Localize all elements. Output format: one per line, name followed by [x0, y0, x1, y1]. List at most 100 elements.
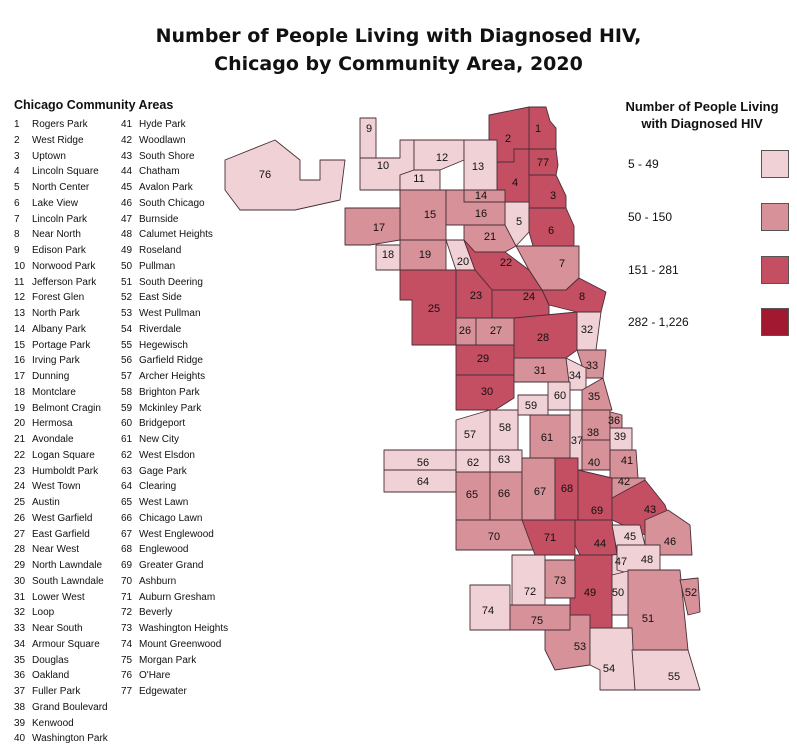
area-list-item: 49 Roseland: [121, 245, 228, 261]
area-number-label: 54: [603, 663, 615, 675]
area-list-item: 38 Grand Boulevard: [14, 702, 108, 718]
area-list-item: 9 Edison Park: [14, 245, 108, 261]
area-name: Englewood: [139, 544, 189, 556]
area-number: 27: [14, 528, 26, 540]
area-number: 1: [14, 119, 20, 130]
area-number: 72: [121, 607, 133, 619]
area-list-item: 17 Dunning: [14, 371, 108, 387]
area-name: Chicago Lawn: [139, 512, 203, 524]
community-area-54: [589, 627, 636, 691]
area-number: 7: [14, 213, 20, 225]
area-name: O'Hare: [139, 670, 171, 682]
area-name: Archer Heights: [139, 371, 206, 382]
area-number-label: 25: [428, 303, 440, 315]
area-number: 23: [14, 465, 26, 477]
area-number: 20: [14, 418, 26, 430]
area-list-item: 4 Lincoln Square: [14, 166, 108, 182]
area-list-item: 21 Avondale: [14, 434, 108, 450]
community-area-76: [224, 139, 346, 211]
area-number-label: 61: [541, 432, 553, 444]
area-list-item: 3 Uptown: [14, 151, 108, 167]
area-number-label: 43: [644, 504, 656, 516]
area-number: 77: [121, 686, 133, 697]
area-number: 51: [121, 276, 133, 288]
area-name: Grand Boulevard: [32, 701, 108, 713]
area-name: Mckinley Park: [139, 402, 202, 414]
area-name: Douglas: [32, 654, 69, 666]
area-number-label: 2: [505, 133, 511, 145]
area-list-item: 5 North Center: [14, 182, 108, 198]
area-list-item: 24 West Town: [14, 481, 108, 497]
area-name: Montclare: [32, 386, 76, 398]
area-number: 49: [121, 245, 133, 256]
area-list-item: 40 Washington Park: [14, 733, 108, 749]
area-number: 53: [121, 308, 133, 319]
area-name: West Pullman: [139, 308, 201, 319]
area-list-item: 8 Near North: [14, 229, 108, 245]
area-list-item: 69 Greater Grand: [121, 560, 228, 576]
area-number-label: 6: [548, 225, 554, 237]
area-list-item: 30 South Lawndale: [14, 576, 108, 592]
area-number-label: 20: [457, 256, 469, 268]
area-number-label: 4: [512, 177, 518, 189]
area-number-label: 53: [574, 641, 586, 653]
area-number: 4: [14, 166, 20, 178]
area-number: 41: [121, 119, 133, 130]
area-number-label: 37: [571, 435, 583, 447]
area-number-label: 55: [668, 671, 680, 683]
community-area-52: [679, 577, 701, 616]
area-number: 46: [121, 197, 133, 209]
community-area-16: [445, 189, 506, 226]
area-list-item: 14 Albany Park: [14, 324, 108, 340]
area-number-label: 13: [472, 161, 484, 173]
area-name: Chatham: [139, 166, 180, 178]
area-name: Roseland: [139, 245, 182, 256]
area-list-item: 26 West Garfield: [14, 513, 108, 529]
area-name: Dunning: [32, 371, 70, 382]
map-title: Number of People Living with Diagnosed H…: [0, 22, 797, 78]
community-area-77: [528, 148, 559, 176]
legend-swatch: [761, 308, 789, 336]
area-number-label: 19: [419, 249, 431, 261]
area-number: 74: [121, 638, 133, 650]
area-list-item: 65 West Lawn: [121, 497, 228, 513]
legend-title-line-2: with Diagnosed HIV: [641, 116, 763, 131]
area-number-label: 15: [424, 209, 436, 221]
area-number-label: 16: [475, 208, 487, 220]
area-name: Near West: [32, 544, 80, 556]
area-number: 55: [121, 339, 133, 351]
area-number-label: 67: [534, 486, 546, 498]
area-number-label: 64: [417, 476, 429, 488]
area-name: Albany Park: [32, 323, 86, 335]
area-name: Kenwood: [32, 717, 74, 729]
area-name: Armour Square: [32, 638, 100, 650]
area-number: 39: [14, 717, 26, 729]
legend-label: 282 - 1,226: [628, 315, 689, 329]
area-number-label: 31: [534, 365, 546, 377]
area-number: 26: [14, 512, 26, 524]
area-list-item: 37 Fuller Park: [14, 686, 108, 702]
area-number: 10: [14, 260, 26, 272]
area-name: Riverdale: [139, 323, 182, 335]
area-name: Fuller Park: [32, 686, 81, 697]
area-number-label: 47: [615, 556, 627, 568]
area-number-label: 35: [588, 391, 600, 403]
area-name: Near North: [32, 229, 81, 241]
area-number: 71: [121, 591, 133, 603]
area-name: Uptown: [32, 150, 66, 162]
area-name: Belmont Cragin: [32, 402, 101, 414]
area-list-item: 16 Irving Park: [14, 355, 108, 371]
area-list-item: 39 Kenwood: [14, 718, 108, 734]
area-number: 29: [14, 560, 26, 571]
area-name: East Side: [139, 292, 182, 304]
area-list-item: 36 Oakland: [14, 670, 108, 686]
community-area-60: [547, 381, 571, 411]
area-name: South Deering: [139, 276, 203, 288]
area-list-item: 64 Clearing: [121, 481, 228, 497]
area-number-label: 1: [535, 123, 541, 135]
area-number: 13: [14, 308, 26, 319]
area-number: 5: [14, 182, 20, 193]
area-number-label: 30: [481, 386, 493, 398]
area-number: 8: [14, 229, 20, 241]
area-list-item: 59 Mckinley Park: [121, 403, 228, 419]
